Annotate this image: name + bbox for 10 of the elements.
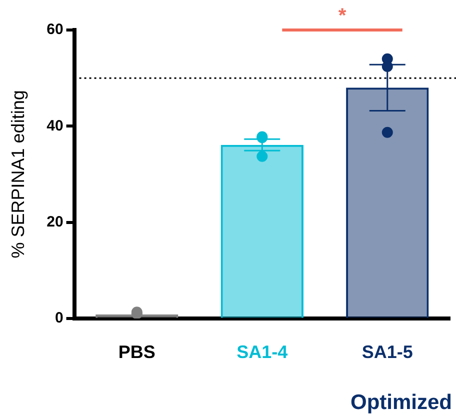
y-tick-label: 0 — [54, 310, 64, 327]
text: * — [338, 5, 346, 27]
x-tick-label: SA1-4 — [236, 342, 288, 362]
text: Optimized — [350, 391, 452, 414]
y-tick-label: 40 — [46, 117, 64, 134]
y-axis-title: % SERPINA1 editing — [8, 90, 28, 258]
x-tick-label: SA1-5 — [362, 342, 413, 362]
y-tick-label: 20 — [46, 213, 64, 230]
y-tick-label: 60 — [46, 21, 64, 38]
x-tick-label: PBS — [118, 342, 156, 362]
